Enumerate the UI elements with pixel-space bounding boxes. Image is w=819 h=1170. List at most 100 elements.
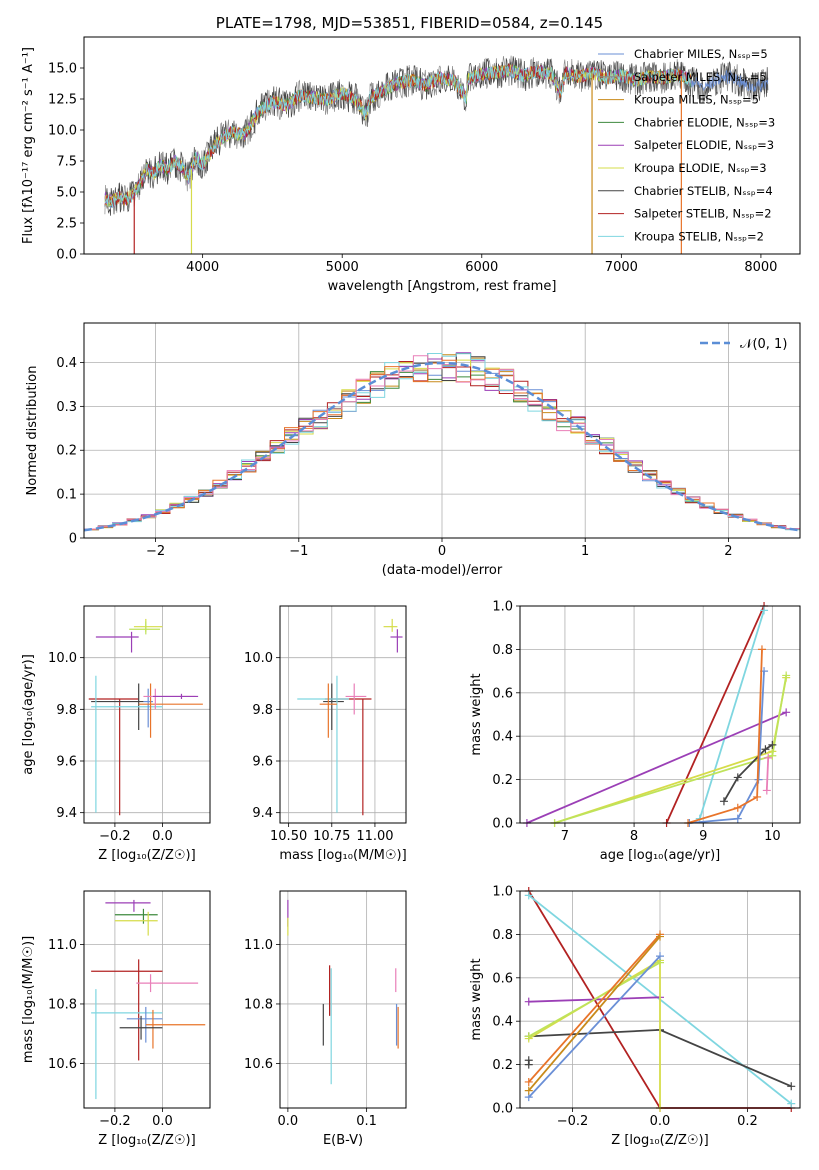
spectrum-line-kroupa-stelib bbox=[104, 65, 692, 208]
spectrum-panel: 4000 5000 6000 7000 8000 0.0 2.5 5.0 7.5 10.0 12.5… bbox=[21, 36, 801, 294]
x-tick-label: 1 bbox=[581, 544, 589, 559]
legend-entry: Salpeter MILES, Nₛₛₚ=5 bbox=[634, 70, 767, 84]
y-tick-label: 11.0 bbox=[244, 938, 273, 953]
x-axis-label: mass [log₁₀(M/M☉)] bbox=[279, 848, 406, 863]
weight-marker bbox=[524, 891, 533, 900]
mass-vs-Z-panel: −0.2 0.0 10.6 10.8 11.0 Z [log₁₀(Z/Z☉)] mass [… bbox=[21, 890, 211, 1148]
legend-entry: Salpeter ELODIE, Nₛₛₚ=3 bbox=[634, 138, 774, 152]
y-tick-label: 0.4 bbox=[492, 730, 513, 745]
y-tick-label: 15.0 bbox=[48, 62, 77, 77]
axes-frame bbox=[83, 890, 211, 1109]
weight-line bbox=[528, 958, 661, 1108]
x-tick-label: −2 bbox=[146, 544, 165, 559]
y-tick-label: 0.2 bbox=[492, 773, 513, 788]
legend-entry: Salpeter STELIB, Nₛₛₚ=2 bbox=[634, 207, 772, 221]
y-tick-label: 10.8 bbox=[48, 997, 77, 1012]
weight-line bbox=[526, 711, 787, 824]
y-tick-label: 0.6 bbox=[492, 971, 513, 986]
axes-frame bbox=[519, 890, 801, 1109]
y-tick-label: 1.0 bbox=[492, 600, 513, 615]
axes-frame bbox=[519, 605, 801, 824]
x-tick-label: 4000 bbox=[186, 260, 219, 275]
y-tick-label: 10.0 bbox=[48, 124, 77, 139]
x-tick-label: 9 bbox=[699, 829, 707, 844]
y-tick-label: 9.4 bbox=[252, 806, 273, 821]
x-axis-label: Z [log₁₀(Z/Z☉)] bbox=[98, 1133, 195, 1148]
y-tick-label: 5.0 bbox=[56, 186, 77, 201]
x-axis-label: Z [log₁₀(Z/Z☉)] bbox=[611, 1133, 708, 1148]
x-axis-label: wavelength [Angstrom, rest frame] bbox=[328, 279, 557, 294]
y-tick-label: 10.6 bbox=[48, 1057, 77, 1072]
x-tick-label: 10 bbox=[764, 829, 781, 844]
weight-line bbox=[528, 936, 661, 1092]
x-tick-label: 8 bbox=[630, 829, 638, 844]
weight-marker bbox=[782, 671, 791, 680]
x-tick-label: 10.75 bbox=[313, 829, 350, 844]
axes-frame bbox=[83, 322, 801, 539]
y-axis-label: Normed distribution bbox=[25, 366, 40, 496]
x-tick-label: 5000 bbox=[326, 260, 359, 275]
y-tick-label: 2.5 bbox=[56, 217, 77, 232]
legend-entry: Kroupa STELIB, Nₛₛₚ=2 bbox=[634, 229, 764, 243]
x-tick-label: 7 bbox=[561, 829, 569, 844]
legend-entry: Chabrier MILES, Nₛₛₚ=5 bbox=[634, 47, 768, 61]
weight-marker bbox=[656, 952, 664, 961]
weight-marker bbox=[787, 1082, 796, 1091]
x-axis-label: (data-model)/error bbox=[382, 563, 503, 578]
weight-line bbox=[765, 757, 770, 791]
y-axis-label: age [log₁₀(age/yr)] bbox=[21, 654, 36, 775]
y-tick-label: 0 bbox=[69, 532, 77, 547]
x-tick-label: 0.0 bbox=[152, 829, 173, 844]
histogram-orange bbox=[84, 359, 800, 531]
legend-entry: Kroupa ELODIE, Nₛₛₚ=3 bbox=[634, 161, 767, 175]
y-tick-label: 0.3 bbox=[56, 400, 77, 415]
weight-line bbox=[528, 955, 661, 1098]
x-axis-label: E(B-V) bbox=[323, 1133, 363, 1148]
x-tick-label: 8000 bbox=[744, 260, 777, 275]
legend-entry: Chabrier ELODIE, Nₛₛₚ=3 bbox=[634, 115, 775, 129]
spectrum-legend: Chabrier MILES, Nₛₛₚ=5 Salpeter MILES, Nₛ… bbox=[598, 47, 775, 243]
y-tick-label: 0.2 bbox=[492, 1058, 513, 1073]
x-tick-label: 2 bbox=[724, 544, 732, 559]
x-tick-label: 0 bbox=[438, 544, 446, 559]
weight-line bbox=[687, 649, 763, 824]
x-tick-label: 0.0 bbox=[278, 1114, 299, 1129]
weight-marker bbox=[733, 803, 742, 812]
axes-frame bbox=[83, 36, 801, 255]
age-vs-mass-panel: 10.50 10.75 11.00 9.4 9.6 9.8 10.0 mass [log₁₀(… bbox=[244, 605, 407, 863]
y-axis-label: Flux [fλ10⁻¹⁷ erg cm⁻² s⁻¹ A⁻¹] bbox=[21, 47, 36, 244]
weight-marker bbox=[524, 1077, 533, 1086]
spectrum-line-salpeter-stelib bbox=[104, 62, 692, 207]
gaussian-curve bbox=[83, 361, 801, 532]
x-tick-label: −0.2 bbox=[557, 1114, 589, 1129]
weight-line bbox=[665, 605, 765, 824]
weight-marker bbox=[764, 753, 773, 762]
x-tick-label: 0.1 bbox=[356, 1114, 377, 1129]
weight-marker bbox=[524, 997, 533, 1006]
y-tick-label: 0.0 bbox=[56, 248, 77, 263]
x-axis-label: age [log₁₀(age/yr)] bbox=[600, 848, 721, 863]
y-tick-label: 9.4 bbox=[56, 806, 77, 821]
weight-marker bbox=[733, 814, 742, 823]
weight-vs-Z-panel: −0.2 0.0 0.2 0.0 0.2 0.4 0.6 0.8 1.0 Z [log₁₀(Z/Z… bbox=[469, 885, 801, 1148]
weight-marker bbox=[719, 797, 728, 806]
y-tick-label: 9.8 bbox=[252, 703, 273, 718]
weight-marker bbox=[768, 740, 777, 749]
y-axis-label: mass [log₁₀(M/M☉)] bbox=[21, 936, 36, 1063]
y-tick-label: 10.0 bbox=[244, 651, 273, 666]
legend-entry: Kroupa MILES, Nₛₛₚ=5 bbox=[634, 93, 759, 107]
mass-vs-EBV-panel: 0.0 0.1 10.6 10.8 11.0 E(B-V) bbox=[244, 890, 407, 1148]
weight-marker bbox=[733, 773, 742, 782]
axes-frame bbox=[279, 605, 407, 824]
x-axis-label: Z [log₁₀(Z/Z☉)] bbox=[98, 848, 195, 863]
y-tick-label: 0.1 bbox=[56, 488, 77, 503]
y-tick-label: 9.8 bbox=[56, 703, 77, 718]
legend-entry: 𝒩(0, 1) bbox=[740, 337, 787, 352]
y-tick-label: 0.8 bbox=[492, 928, 513, 943]
weight-line bbox=[698, 610, 765, 819]
weight-marker bbox=[768, 751, 777, 760]
x-tick-label: 10.50 bbox=[270, 829, 307, 844]
weight-marker bbox=[762, 786, 771, 795]
age-vs-Z-panel: −0.2 0.0 9.4 9.6 9.8 10.0 Z [log₁₀(Z/Z☉)] age [… bbox=[21, 605, 211, 863]
